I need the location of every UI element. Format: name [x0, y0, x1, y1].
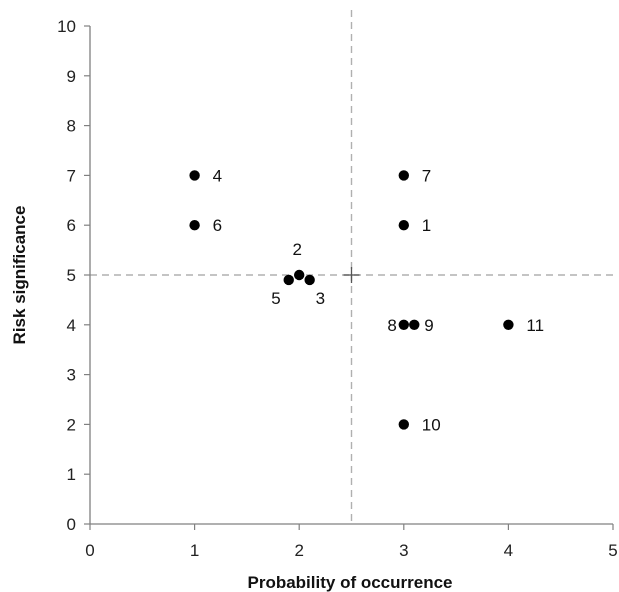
data-point-6 [189, 220, 200, 231]
y-tick-label: 4 [67, 316, 76, 335]
data-point-11 [503, 319, 514, 330]
data-point-7 [398, 170, 409, 181]
y-tick-label: 2 [67, 415, 76, 434]
data-point-10 [398, 419, 409, 430]
x-tick-label: 4 [504, 541, 513, 560]
point-label-4: 4 [213, 166, 222, 185]
point-label-1: 1 [422, 216, 431, 235]
x-axis-title: Probability of occurrence [248, 573, 453, 592]
y-tick-label: 10 [57, 17, 76, 36]
data-point-3 [304, 274, 315, 286]
data-point-4 [189, 170, 200, 181]
y-tick-label: 9 [67, 67, 76, 86]
point-label-7: 7 [422, 166, 431, 185]
x-tick-label: 3 [399, 541, 408, 560]
data-point-2 [294, 269, 305, 281]
y-tick-label: 1 [67, 465, 76, 484]
point-labels: 1 2 3 4 5 6 7 8 9 10 11 [213, 166, 544, 434]
data-point-9 [409, 319, 420, 330]
axes [84, 25, 614, 530]
x-tick-label: 2 [294, 541, 303, 560]
x-tick-label: 5 [608, 541, 617, 560]
data-point-1 [398, 220, 409, 231]
reference-lines [90, 10, 613, 524]
y-tick-label: 3 [67, 366, 76, 385]
data-point-8 [398, 319, 409, 330]
point-label-8: 8 [387, 316, 396, 335]
point-label-2: 2 [292, 240, 301, 259]
data-points [189, 170, 514, 430]
point-label-11: 11 [526, 316, 544, 335]
point-label-5: 5 [271, 289, 280, 308]
y-tick-label: 0 [67, 515, 76, 534]
x-tick-label: 1 [190, 541, 199, 560]
y-tick-label: 8 [67, 117, 76, 136]
point-label-9: 9 [424, 316, 433, 335]
y-axis-title: Risk significance [10, 206, 29, 345]
point-label-10: 10 [422, 415, 441, 434]
tick-labels: 0 1 2 3 4 5 0 1 2 3 4 5 6 7 8 9 10 [57, 17, 618, 560]
y-tick-label: 6 [67, 216, 76, 235]
data-point-5 [283, 274, 294, 286]
y-tick-label: 5 [67, 266, 76, 285]
point-label-6: 6 [213, 216, 222, 235]
point-label-3: 3 [316, 289, 325, 308]
y-tick-label: 7 [67, 166, 76, 185]
x-tick-label: 0 [85, 541, 94, 560]
